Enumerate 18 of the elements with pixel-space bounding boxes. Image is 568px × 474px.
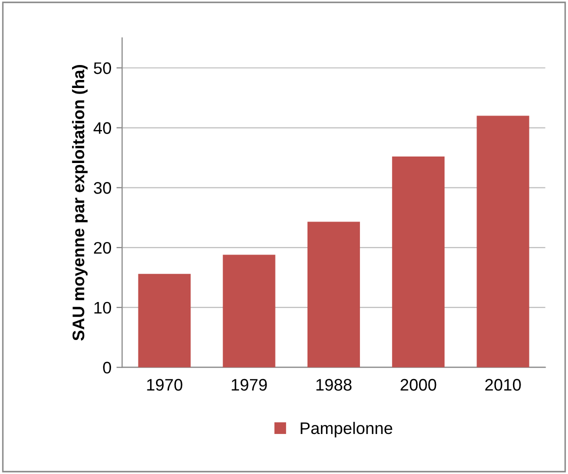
x-tick-label: 1988 bbox=[316, 378, 352, 391]
bar bbox=[392, 156, 445, 368]
bar bbox=[138, 274, 191, 368]
y-tick-label: 30 bbox=[94, 182, 112, 194]
y-axis-title: SAU moyenne par exploitation (ha) bbox=[72, 65, 88, 341]
legend-label: Pampelonne bbox=[300, 422, 392, 438]
bar bbox=[476, 116, 530, 368]
y-tick-label: 20 bbox=[94, 242, 112, 254]
x-tick-label: 2000 bbox=[400, 378, 436, 391]
y-tick-label: 40 bbox=[94, 122, 112, 134]
x-tick-label: 1979 bbox=[232, 378, 267, 391]
y-tick-label: 50 bbox=[94, 62, 112, 74]
bar bbox=[307, 222, 360, 368]
x-tick-label: 1970 bbox=[147, 378, 182, 391]
bar bbox=[222, 254, 276, 368]
y-tick-label: 0 bbox=[103, 362, 112, 374]
x-tick-label: 2010 bbox=[485, 378, 521, 391]
y-tick-label: 10 bbox=[94, 302, 112, 314]
